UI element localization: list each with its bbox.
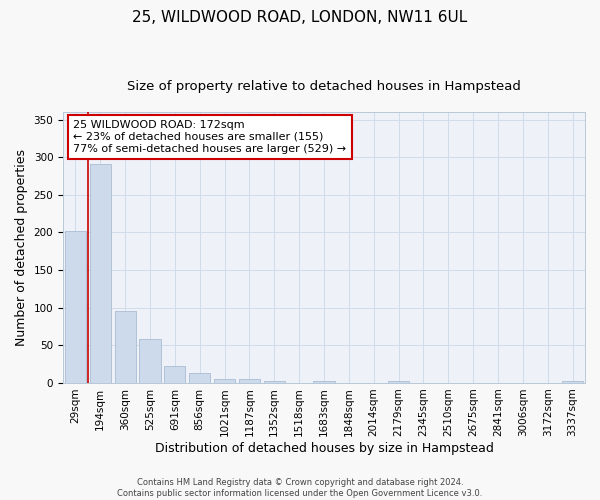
Bar — [90, 164, 111, 383]
Bar — [214, 379, 235, 383]
Title: Size of property relative to detached houses in Hampstead: Size of property relative to detached ho… — [127, 80, 521, 93]
X-axis label: Distribution of detached houses by size in Hampstead: Distribution of detached houses by size … — [155, 442, 493, 455]
Bar — [388, 382, 409, 383]
Bar — [65, 231, 86, 383]
Text: 25, WILDWOOD ROAD, LONDON, NW11 6UL: 25, WILDWOOD ROAD, LONDON, NW11 6UL — [133, 10, 467, 25]
Bar — [239, 379, 260, 383]
Bar — [115, 310, 136, 383]
Text: Contains HM Land Registry data © Crown copyright and database right 2024.
Contai: Contains HM Land Registry data © Crown c… — [118, 478, 482, 498]
Bar — [189, 373, 210, 383]
Y-axis label: Number of detached properties: Number of detached properties — [15, 149, 28, 346]
Bar — [313, 382, 335, 383]
Bar — [139, 339, 161, 383]
Text: 25 WILDWOOD ROAD: 172sqm
← 23% of detached houses are smaller (155)
77% of semi-: 25 WILDWOOD ROAD: 172sqm ← 23% of detach… — [73, 120, 347, 154]
Bar — [164, 366, 185, 383]
Bar — [264, 380, 285, 383]
Bar — [562, 382, 583, 383]
